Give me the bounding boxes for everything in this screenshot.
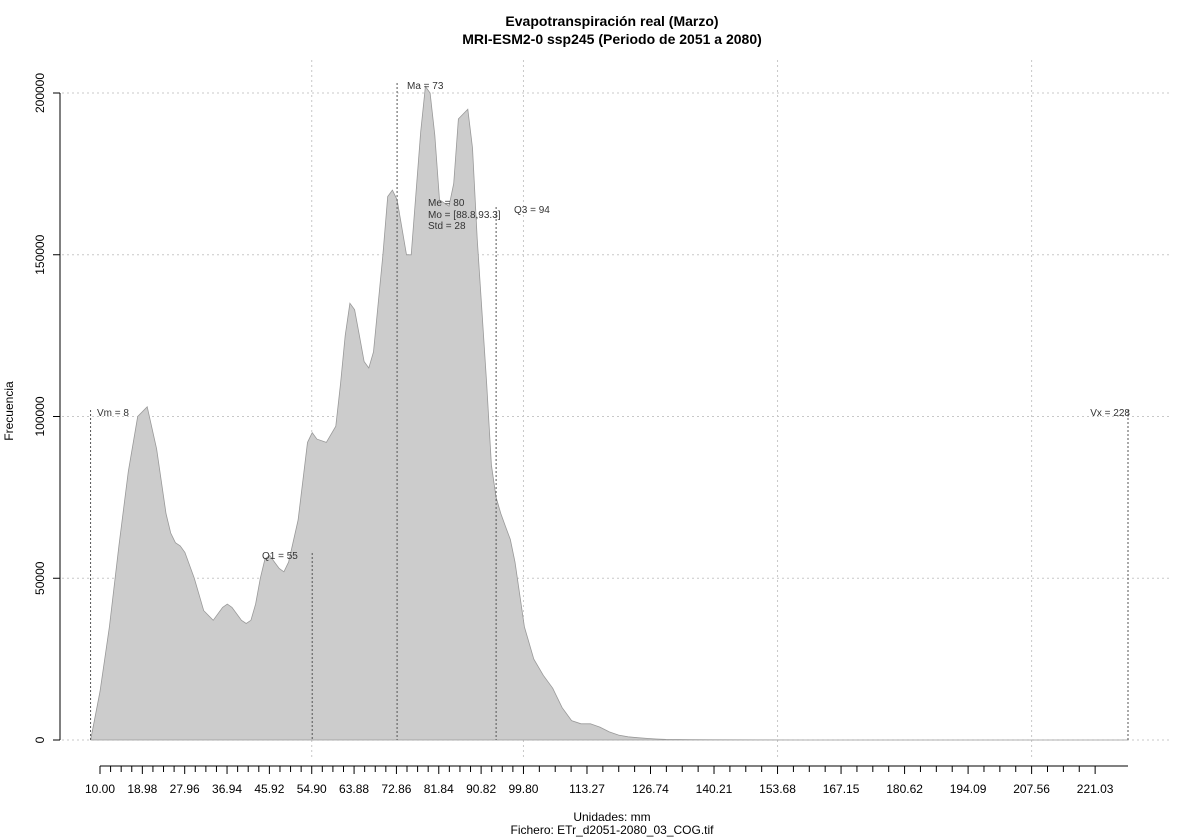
x-tick-label: 221.03 — [1077, 782, 1114, 796]
x-tick-label: 10.00 — [85, 782, 115, 796]
marker-label-ma: Ma = 73 — [407, 81, 444, 92]
y-tick-label: 200000 — [33, 73, 47, 113]
grid-lines — [62, 60, 1170, 760]
file-footer: Fichero: ETr_d2051-2080_03_COG.tif — [511, 823, 715, 837]
marker-label-vm: Vm = 8 — [97, 408, 129, 419]
y-axis-label: Frecuencia — [2, 381, 16, 441]
x-tick-label: 72.86 — [381, 782, 411, 796]
chart-subtitle: MRI-ESM2-0 ssp245 (Periodo de 2051 a 208… — [462, 31, 762, 47]
x-tick-label: 194.09 — [950, 782, 987, 796]
x-tick-label: 113.27 — [569, 782, 605, 796]
y-tick-label: 50000 — [33, 561, 47, 595]
x-tick-label: 167.15 — [823, 782, 860, 796]
x-tick-label: 45.92 — [254, 782, 284, 796]
x-tick-label: 90.82 — [466, 782, 496, 796]
x-tick-label: 36.94 — [212, 782, 242, 796]
plot-area — [90, 85, 1128, 741]
x-tick-label: 140.21 — [696, 782, 733, 796]
y-tick-label: 150000 — [33, 234, 47, 274]
y-tick-label: 0 — [33, 736, 47, 743]
y-tick-label: 100000 — [33, 396, 47, 436]
x-axis-label: Unidades: mm — [573, 810, 650, 824]
x-tick-label: 99.80 — [508, 782, 538, 796]
density-area — [90, 85, 1128, 741]
x-tick-label: 27.96 — [170, 782, 200, 796]
x-tick-label: 18.98 — [127, 782, 157, 796]
x-tick-label: 81.84 — [424, 782, 454, 796]
marker-label-std: Std = 28 — [428, 221, 466, 232]
marker-label-q3: Q3 = 94 — [514, 205, 550, 216]
marker-label-mo: Mo = [88.8,93.3] — [428, 210, 501, 221]
marker-label-q1: Q1 = 55 — [262, 551, 298, 562]
marker-label-me: Me = 80 — [428, 198, 465, 209]
y-axis: 0 50000 100000 150000 200000 — [33, 73, 61, 743]
marker-label-vx: Vx = 228 — [1090, 408, 1130, 419]
x-tick-label: 153.68 — [759, 782, 796, 796]
x-tick-label: 180.62 — [886, 782, 923, 796]
x-tick-label: 54.90 — [297, 782, 327, 796]
x-tick-label: 63.88 — [339, 782, 369, 796]
x-axis: 10.00 18.98 27.96 36.94 45.92 54.90 63.88 72.86… — [85, 765, 1128, 796]
chart-title: Evapotranspiración real (Marzo) — [505, 13, 718, 29]
x-tick-label: 126.74 — [632, 782, 669, 796]
x-tick-label: 207.56 — [1013, 782, 1050, 796]
